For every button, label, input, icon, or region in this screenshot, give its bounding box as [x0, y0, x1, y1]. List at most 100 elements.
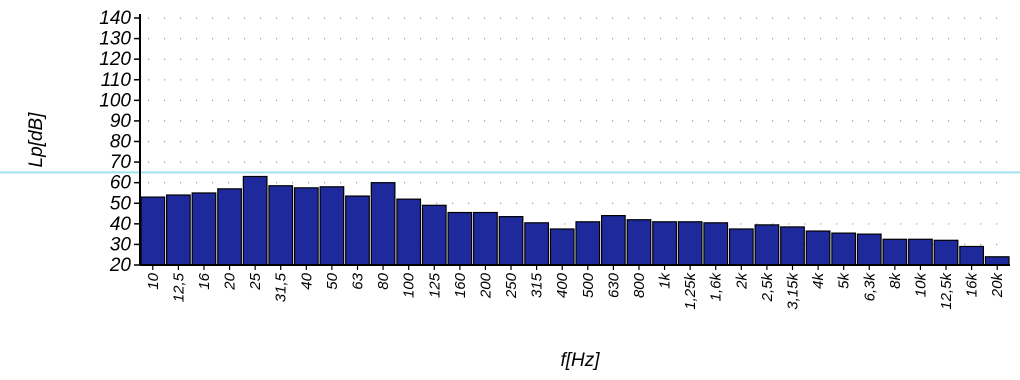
grid-dot [964, 99, 966, 102]
grid-dot [212, 99, 214, 102]
bar-8k [882, 238, 908, 266]
grid-dot [676, 58, 678, 60]
grid-dot [228, 58, 230, 60]
grid-dot [772, 182, 774, 184]
grid-dot [468, 141, 470, 143]
grid-dot [916, 223, 918, 225]
grid-dot [628, 79, 630, 81]
grid-dot [724, 99, 726, 102]
bar-2k [728, 228, 754, 266]
grid-dot [916, 141, 918, 143]
grid-dot [452, 120, 454, 122]
grid-dot [308, 182, 310, 184]
grid-dot [532, 202, 534, 204]
grid-dot [372, 120, 374, 122]
x-tick-label: 160 [452, 272, 469, 298]
grid-dot [372, 141, 374, 143]
grid-dot [196, 17, 198, 19]
grid-dot [596, 161, 598, 163]
grid-dot [292, 38, 294, 40]
grid-dot [980, 58, 982, 60]
grid-dot [948, 223, 950, 225]
grid-dot [868, 79, 870, 81]
grid-dot [756, 38, 758, 40]
grid-dot [676, 202, 678, 204]
grid-dot [308, 38, 310, 40]
grid-dot [996, 202, 998, 204]
grid-dot [996, 99, 998, 102]
grid-dot [676, 99, 678, 102]
grid-dot [932, 79, 934, 81]
grid-dot [180, 38, 182, 40]
grid-dot [804, 182, 806, 184]
grid-dot [260, 38, 262, 40]
y-tick-label: 30 [110, 234, 132, 255]
grid-dot [340, 79, 342, 81]
grid-dot [580, 99, 582, 102]
grid-dot [516, 79, 518, 81]
grid-dot [980, 223, 982, 225]
grid-dot [196, 161, 198, 163]
grid-dot [788, 38, 790, 40]
grid-dot [916, 202, 918, 204]
grid-dot [724, 120, 726, 122]
grid-dot [964, 120, 966, 122]
x-tick-label: 125 [426, 272, 443, 298]
x-tick-label: 630 [605, 272, 622, 298]
grid-dot [276, 141, 278, 143]
grid-dot [404, 182, 406, 184]
grid-dot [548, 58, 550, 60]
grid-dot [564, 161, 566, 163]
grid-dot [244, 17, 246, 19]
grid-dot [740, 79, 742, 81]
grid-dot [628, 38, 630, 40]
grid-dot [244, 161, 246, 163]
grid-dot [164, 17, 166, 19]
grid-dot [148, 38, 150, 40]
grid-dot [500, 99, 502, 102]
x-tick-label: 500 [580, 272, 597, 298]
grid-dot [468, 120, 470, 122]
grid-dot [244, 58, 246, 60]
grid-dot [308, 58, 310, 60]
grid-dot [628, 17, 630, 19]
grid-dot [740, 202, 742, 204]
grid-dot [996, 182, 998, 184]
grid-dot [276, 182, 278, 184]
grid-dot [804, 38, 806, 40]
grid-dot [148, 17, 150, 19]
grid-dot [612, 161, 614, 163]
grid-dot [820, 79, 822, 81]
grid-dot [324, 38, 326, 40]
bar-20 [217, 188, 242, 266]
x-tick-label: 8k [887, 272, 904, 289]
grid-dot [548, 182, 550, 184]
grid-dot [804, 161, 806, 163]
grid-dot [756, 120, 758, 122]
grid-dot [836, 182, 838, 184]
bar-1,6k [703, 222, 729, 266]
grid-dot [484, 202, 486, 204]
grid-dot [836, 58, 838, 60]
grid-dot [372, 58, 374, 60]
grid-dot [196, 182, 198, 184]
grid-dot [916, 99, 918, 102]
grid-dot [212, 79, 214, 81]
grid-dot [660, 58, 662, 60]
grid-dot [772, 58, 774, 60]
grid-dot [772, 17, 774, 19]
grid-dot [836, 99, 838, 102]
bar-16 [191, 192, 217, 266]
grid-dot [436, 99, 438, 102]
grid-dot [676, 141, 678, 143]
grid-dot [660, 161, 662, 163]
grid-dot [708, 17, 710, 19]
x-tick-label: 20k [989, 272, 1006, 299]
grid-dot [564, 17, 566, 19]
grid-dot [452, 161, 454, 163]
grid-dot [948, 161, 950, 163]
grid-dot [900, 161, 902, 163]
grid-dot [676, 120, 678, 122]
grid-dot [596, 99, 598, 102]
grid-dot [676, 38, 678, 40]
